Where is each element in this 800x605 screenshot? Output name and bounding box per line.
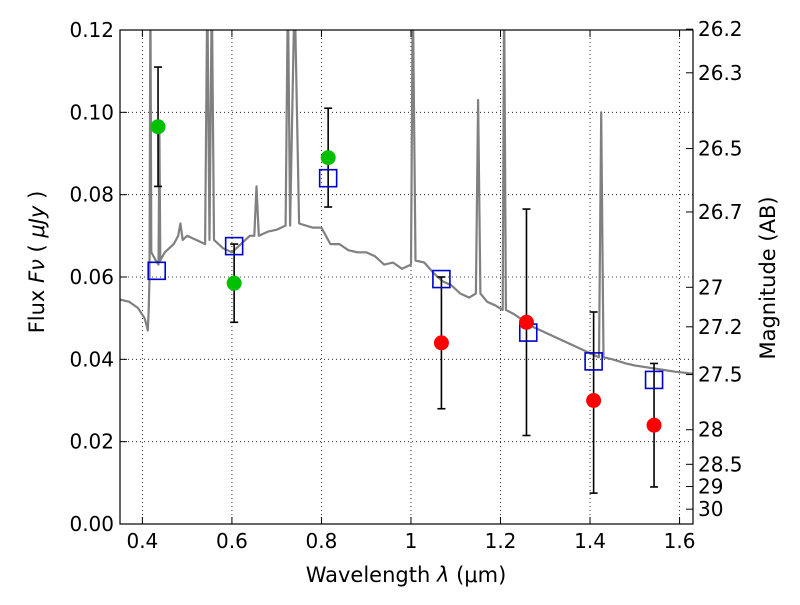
y-tick-label: 0.04 (69, 347, 114, 371)
detection-point (646, 417, 662, 433)
x-tick-label: 0.6 (216, 529, 248, 553)
spectrum-line (120, 30, 693, 375)
model-square-marker (224, 236, 244, 256)
model-square-marker (147, 261, 167, 281)
model-square-marker (318, 168, 338, 188)
y2-tick-label: 26.5 (698, 137, 743, 161)
y-tick-label: 0.00 (69, 512, 114, 536)
detection-point (320, 150, 336, 166)
y2-tick-label: 29 (698, 475, 723, 499)
detection-point (586, 393, 602, 408)
y2-tick-label: 30 (698, 497, 723, 521)
y-tick-label: 0.02 (69, 430, 114, 454)
y2-tick-label: 27.5 (698, 363, 743, 387)
y2-tick-label: 28 (698, 418, 723, 442)
y2-tick-label: 26.2 (698, 17, 743, 41)
x-tick-label: 1 (405, 529, 418, 553)
x-tick-label: 1.4 (574, 529, 606, 553)
y2-tick-label: 26.3 (698, 61, 743, 85)
detection-point (226, 275, 242, 291)
y-tick-label: 0.06 (69, 265, 114, 289)
model-square-marker (432, 269, 451, 289)
x-tick-label: 1.6 (664, 529, 696, 553)
model-square-marker (584, 352, 603, 371)
plot-area (120, 30, 693, 494)
y-axis-title: Flux Fν ( μJy ) (25, 191, 49, 334)
axis-ticks: 0.4 0.6 0.8 1 1.2 1.4 1.6 0.00 0.02 0.04 0.06 0.08 0… (69, 17, 742, 553)
y2-tick-label: 28.5 (698, 452, 743, 476)
y-tick-label: 0.08 (69, 183, 114, 207)
x-tick-label: 0.8 (306, 529, 338, 553)
y-tick-label: 0.12 (69, 18, 114, 42)
y2-tick-label: 27 (698, 275, 723, 299)
y2-tick-label: 27.2 (698, 315, 743, 339)
detection-point (433, 335, 449, 351)
y2-axis-title: Magnitude (AB) (756, 196, 780, 359)
x-tick-label: 0.4 (126, 529, 158, 553)
x-axis-title: Wavelength λ (μm) (306, 563, 507, 587)
detection-point (150, 119, 166, 135)
y-tick-label: 0.10 (69, 100, 114, 124)
model-square-marker (644, 370, 664, 390)
detection-point (518, 314, 534, 330)
x-tick-label: 1.2 (485, 529, 517, 553)
y2-tick-label: 26.7 (698, 200, 743, 224)
